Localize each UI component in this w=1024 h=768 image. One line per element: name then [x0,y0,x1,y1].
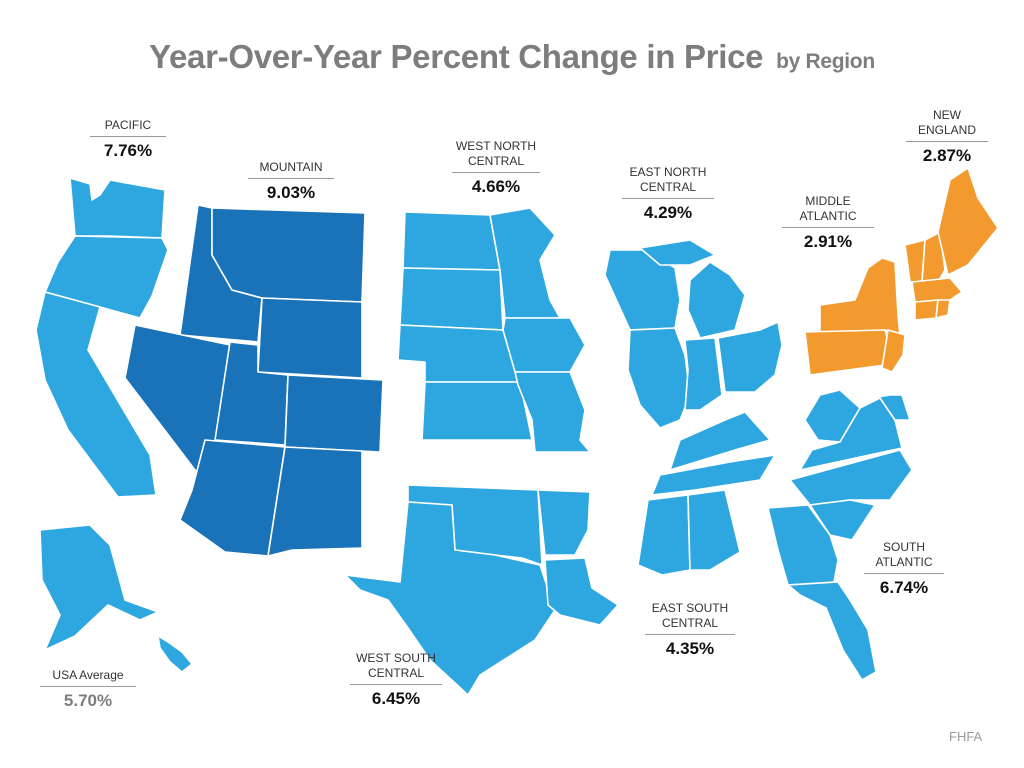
region-name: WEST NORTH CENTRAL [452,139,540,173]
state-missouri [514,371,591,453]
state-louisiana [544,557,619,626]
region-value: 6.45% [371,689,421,708]
region-middle-atlantic[interactable] [804,257,906,376]
region-name: MIDDLE ATLANTIC [782,194,874,228]
state-iowa [502,317,586,373]
region-east-south-central[interactable] [637,411,776,576]
region-name: MOUNTAIN [248,160,334,179]
region-value: 7.76% [103,141,153,160]
region-mountain[interactable] [124,204,384,557]
region-value: 6.74% [879,578,929,597]
state-nebraska [397,324,521,383]
region-south-atlantic[interactable] [767,389,913,681]
state-georgia [767,504,839,586]
label-mountain: MOUNTAIN 9.03% [248,160,334,202]
state-montana [211,207,366,303]
region-name: WEST SOUTH CENTRAL [350,651,442,685]
state-north-dakota [402,211,501,271]
label-south-atlantic: SOUTH ATLANTIC 6.74% [864,540,944,597]
state-alabama [687,489,741,571]
label-east-south-central: EAST SOUTH CENTRAL 4.35% [645,601,735,658]
usa-average-value: 5.70% [63,691,113,710]
state-texas [344,501,556,696]
state-connecticut [914,299,939,321]
state-arkansas [537,489,591,556]
state-minnesota [489,207,561,319]
state-illinois [627,327,691,429]
region-name: PACIFIC [90,118,166,137]
usa-average-label: USA Average [40,668,136,687]
region-name: EAST NORTH CENTRAL [622,165,714,199]
region-value: 4.29% [643,203,693,222]
region-name: SOUTH ATLANTIC [864,540,944,574]
region-value: 2.87% [922,146,972,165]
state-indiana [684,337,723,411]
state-mississippi [637,494,691,576]
region-pacific[interactable] [35,177,193,673]
region-value: 4.66% [471,177,521,196]
label-east-north-central: EAST NORTH CENTRAL 4.29% [622,165,714,222]
source-credit: FHFA [949,729,983,744]
region-value: 4.35% [665,639,715,658]
label-new-england: NEW ENGLAND 2.87% [906,108,988,165]
state-michigan-upper [639,239,716,266]
state-washington [69,177,166,239]
label-usa-average: USA Average 5.70% [40,668,136,710]
state-new-mexico [267,446,363,557]
state-rhode-island [935,299,951,319]
region-west-north-central[interactable] [397,207,591,453]
state-florida [787,581,877,681]
state-new-york [819,257,901,336]
state-ohio [717,321,783,393]
label-west-south-central: WEST SOUTH CENTRAL 6.45% [350,651,442,708]
region-value: 2.91% [803,232,853,251]
region-west-south-central[interactable] [344,484,619,696]
state-south-dakota [399,267,504,331]
state-new-jersey [881,329,906,373]
state-michigan [687,261,746,339]
state-virginia [799,397,903,471]
state-tennessee [651,454,776,496]
state-massachusetts [911,277,963,303]
region-value: 9.03% [266,183,316,202]
state-colorado [284,374,384,453]
state-maryland-delaware [859,394,911,421]
region-name: EAST SOUTH CENTRAL [645,601,735,635]
map-title: Year-Over-Year Percent Change in Price b… [0,38,1024,76]
title-sub: by Region [776,50,875,73]
label-middle-atlantic: MIDDLE ATLANTIC 2.91% [782,194,874,251]
region-east-north-central[interactable] [604,239,783,429]
title-main: Year-Over-Year Percent Change in Price [149,38,764,75]
region-name: NEW ENGLAND [906,108,988,142]
label-pacific: PACIFIC 7.76% [90,118,166,160]
state-kansas [421,381,533,441]
state-oregon [44,235,169,319]
state-california [35,291,157,498]
state-wyoming [257,297,363,379]
state-alaska [39,524,159,651]
region-new-england[interactable] [904,167,999,321]
state-kentucky [669,411,771,471]
label-west-north-central: WEST NORTH CENTRAL 4.66% [452,139,540,196]
state-hawaii [157,635,193,673]
state-pennsylvania [804,329,893,376]
state-maine [937,167,999,276]
